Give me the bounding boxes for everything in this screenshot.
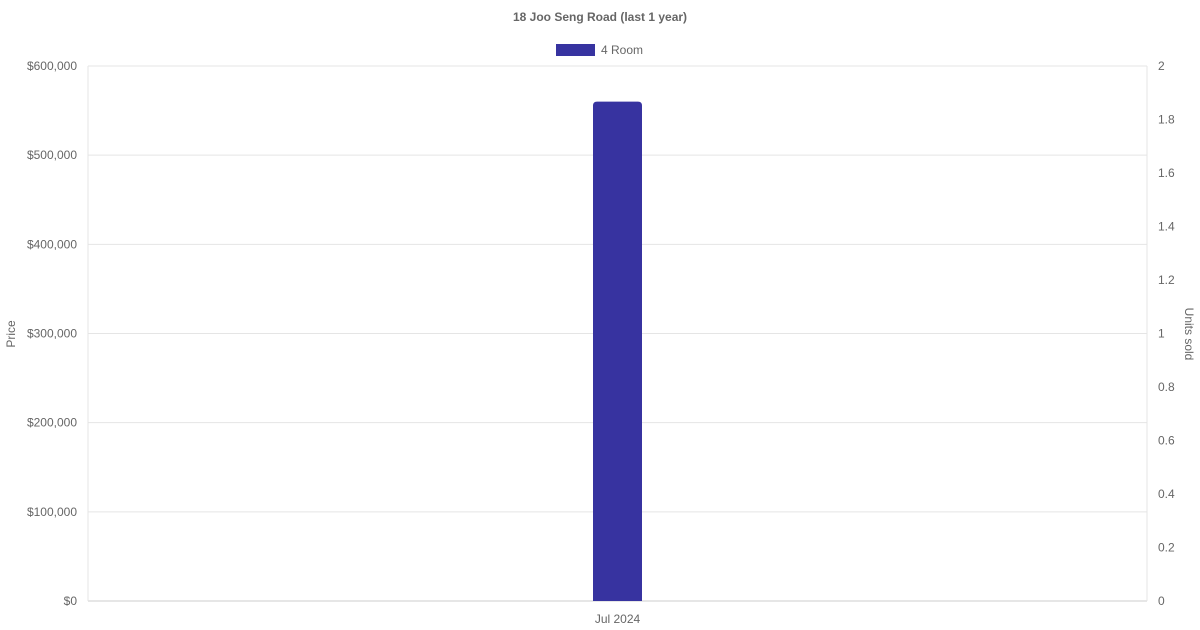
y2-tick-label: 0 [1158, 594, 1165, 608]
y-tick-label: $100,000 [27, 505, 77, 519]
y-tick-label: $200,000 [27, 416, 77, 430]
y2-tick-label: 1 [1158, 327, 1165, 341]
y2-tick-label: 1.2 [1158, 273, 1175, 287]
y-tick-label: $0 [64, 594, 78, 608]
y-tick-label: $600,000 [27, 59, 77, 73]
y-axis-label: Price [4, 320, 18, 348]
y2-axis-label: Units sold [1182, 308, 1196, 361]
bar [593, 101, 642, 602]
y2-tick-label: 1.4 [1158, 220, 1175, 234]
x-tick-label: Jul 2024 [595, 612, 641, 626]
y-tick-label: $500,000 [27, 148, 77, 162]
y2-tick-label: 1.8 [1158, 113, 1175, 127]
y2-tick-label: 2 [1158, 59, 1165, 73]
y2-tick-label: 0.6 [1158, 434, 1175, 448]
legend[interactable]: 4 Room [556, 43, 643, 57]
chart-title: 18 Joo Seng Road (last 1 year) [513, 10, 687, 24]
y2-tick-label: 0.4 [1158, 487, 1175, 501]
y2-tick-label: 1.6 [1158, 166, 1175, 180]
y-tick-label: $400,000 [27, 237, 77, 251]
legend-swatch [556, 44, 595, 56]
y2-tick-label: 0.8 [1158, 380, 1175, 394]
legend-label: 4 Room [601, 43, 643, 57]
y2-tick-label: 0.2 [1158, 541, 1175, 555]
y-tick-label: $300,000 [27, 327, 77, 341]
